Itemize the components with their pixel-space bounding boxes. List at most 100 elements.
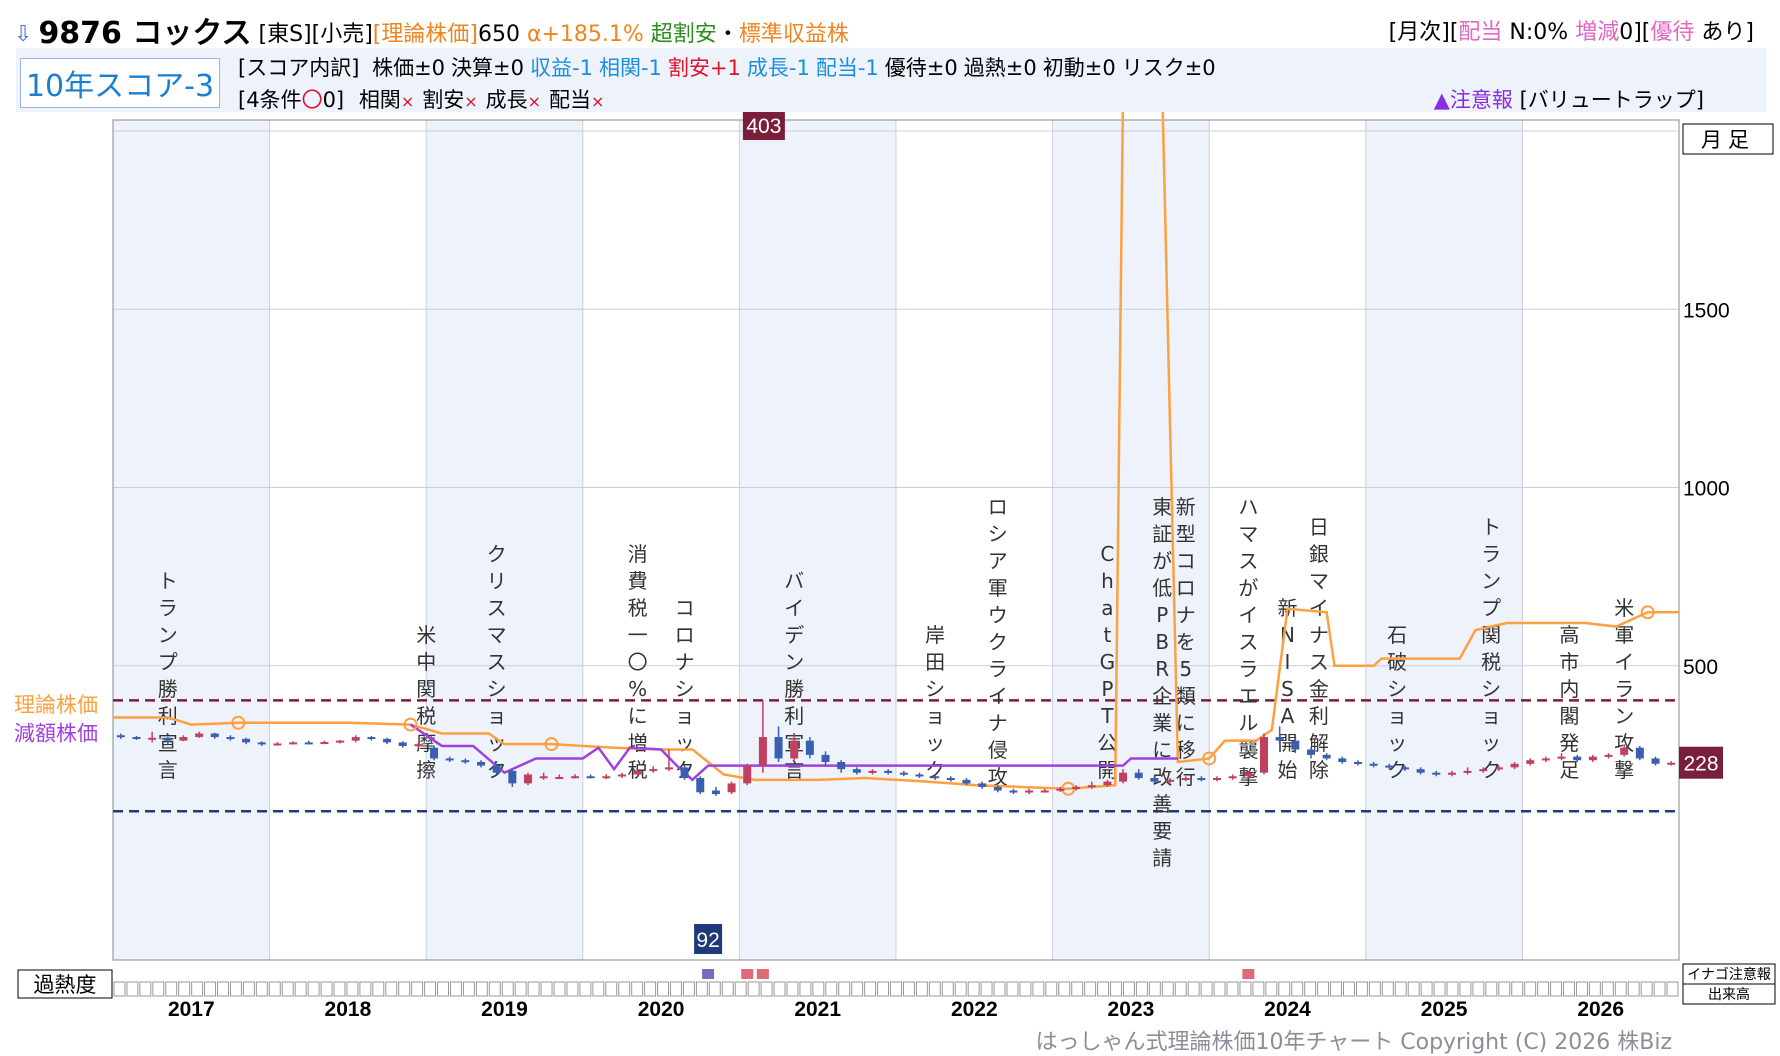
alpha-value: α+185.1%	[526, 22, 644, 47]
candle-body	[1244, 772, 1253, 777]
candle-body	[304, 742, 313, 745]
theory-marker	[1640, 605, 1655, 620]
event-label: 改	[1152, 765, 1172, 789]
event-label: コ	[1176, 549, 1196, 573]
heat-cell	[475, 981, 488, 997]
heat-cell	[1187, 981, 1200, 997]
candle-body	[617, 774, 626, 777]
candle-body	[1369, 763, 1378, 766]
heat-cell	[398, 981, 411, 997]
monthly-label[interactable]: [月次][	[1388, 20, 1459, 45]
heat-cell	[320, 981, 333, 997]
event-label: ッ	[1387, 731, 1407, 755]
candle-body	[1541, 758, 1550, 761]
event-label: 銀	[1309, 542, 1329, 566]
event-label: 開	[1097, 758, 1117, 782]
year-band	[739, 120, 896, 960]
heat-marker	[1242, 969, 1255, 979]
event-label: ス	[487, 650, 507, 674]
stock-title-line: ⇩ 9876 コックス [東S][小売][理論株価]650 α+185.1% 超割…	[14, 8, 849, 52]
event-label: 言	[784, 758, 804, 782]
last-price-marker	[1679, 746, 1723, 779]
candle-body	[1510, 763, 1519, 768]
period-label: 月足	[1701, 128, 1755, 152]
candle-body	[273, 743, 282, 746]
heat-cell	[1394, 981, 1407, 997]
heat-cell	[1433, 981, 1446, 997]
dividend-label: 配当	[1458, 20, 1503, 45]
event-label: ョ	[487, 704, 507, 728]
x-tick-label: 2020	[638, 998, 685, 1021]
event-label: t	[1103, 623, 1111, 647]
heat-cell	[501, 981, 514, 997]
heat-cell	[657, 981, 670, 997]
ticker-name[interactable]: 9876 コックス	[38, 16, 252, 51]
range-lines	[113, 699, 1679, 813]
heat-cell	[359, 981, 372, 997]
heat-cell	[980, 981, 993, 997]
event-label: I	[1285, 650, 1291, 674]
event-label: シ	[1387, 677, 1407, 701]
heat-cell	[437, 981, 449, 997]
heat-cell	[152, 981, 165, 997]
event-label: 税	[1481, 650, 1501, 674]
year-band	[426, 120, 583, 960]
x-tick-label: 2017	[168, 998, 215, 1021]
event-label: 撃	[1614, 758, 1634, 782]
candle-body	[1025, 790, 1034, 793]
heat-cell	[592, 981, 605, 997]
heat-cell	[1524, 981, 1537, 997]
event-label: 型	[1176, 522, 1196, 546]
event-label: リ	[487, 569, 507, 593]
heat-cell	[1084, 981, 1097, 997]
heat-cell	[1563, 981, 1575, 997]
heat-cell	[1420, 981, 1433, 997]
candle-body	[1667, 762, 1676, 765]
inago-label: イナゴ注意報	[1687, 966, 1771, 983]
high-marker	[742, 112, 785, 140]
event-label: ョ	[1387, 704, 1407, 728]
heat-cell	[294, 981, 307, 997]
candle-body	[1103, 781, 1112, 786]
heat-cell	[644, 981, 657, 997]
stock-chart: トランプ勝利宣言米中関税摩擦クリスマスショック消費税一〇%に増税コロナショックバ…	[14, 112, 1776, 1021]
candle-body	[727, 783, 736, 793]
heat-cell	[1006, 981, 1019, 997]
event-label: 公	[1097, 731, 1117, 755]
heat-cell	[1097, 981, 1110, 997]
event-label: ラ	[1481, 542, 1501, 566]
candle-body	[680, 767, 689, 779]
event-label: 言	[158, 758, 178, 782]
event-label: R	[1155, 657, 1169, 681]
candle-body	[508, 770, 517, 784]
heat-cell	[1446, 981, 1459, 997]
breakdown-item: 初動±0	[1042, 56, 1116, 80]
heat-cell	[126, 981, 139, 997]
candle-body	[586, 776, 595, 779]
event-label: 利	[784, 704, 804, 728]
heat-cell	[333, 981, 346, 997]
down-arrow-icon[interactable]: ⇩	[14, 22, 33, 47]
change-value: 0][	[1619, 20, 1651, 45]
candle-body	[664, 767, 673, 770]
event-label: 税	[628, 596, 648, 620]
event-label: 業	[1152, 711, 1172, 735]
heat-cell	[1252, 981, 1265, 997]
y-tick-label: 1500	[1683, 299, 1730, 322]
change-label: 増減	[1575, 20, 1620, 45]
candle-body	[633, 770, 642, 775]
y-tick-label: 500	[1683, 656, 1718, 679]
theory-price-layer	[113, 112, 1679, 796]
heat-cell	[1032, 981, 1045, 997]
candle-body	[602, 776, 611, 779]
event-label: 軍	[988, 576, 1008, 600]
condition-items: 相関× 割安× 成長× 配当×	[351, 88, 605, 112]
candle-body	[805, 740, 814, 755]
event-label: 石	[1387, 623, 1407, 647]
event-label: 破	[1387, 650, 1407, 674]
event-label: に	[628, 704, 648, 728]
heat-cell	[1226, 981, 1239, 997]
candle-body	[649, 769, 658, 772]
candle-body	[226, 737, 235, 740]
candle-body	[1588, 756, 1597, 761]
